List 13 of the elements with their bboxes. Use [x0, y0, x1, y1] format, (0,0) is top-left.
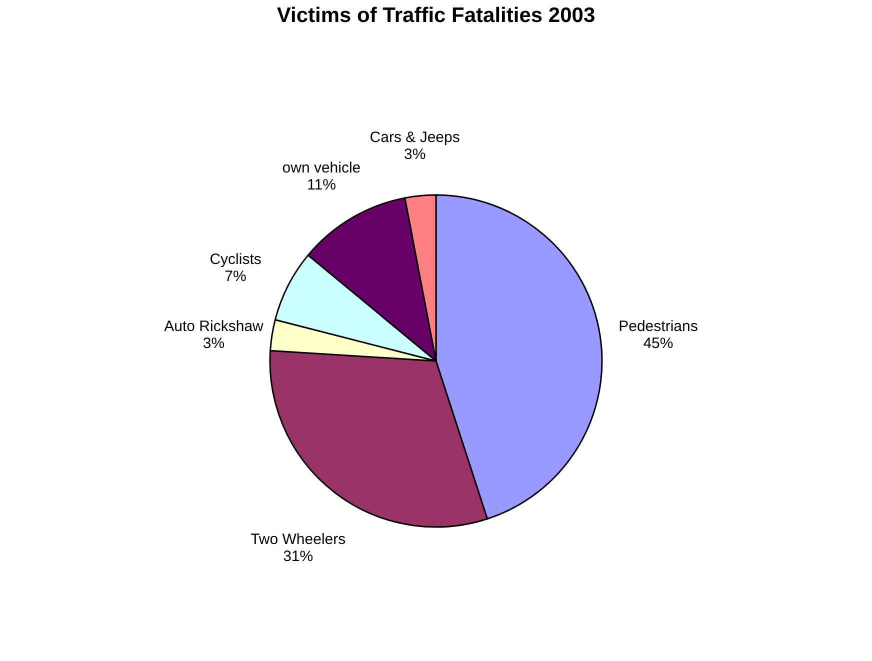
slice-label: Cyclists — [210, 250, 262, 268]
slice-label: own vehicle — [282, 159, 361, 176]
slice-label: Cars & Jeeps — [370, 129, 460, 146]
data-label: 31% — [283, 548, 314, 565]
data-label: 7% — [224, 268, 246, 285]
data-label: 45% — [643, 334, 674, 352]
data-label: 11% — [307, 176, 336, 194]
chart-title: Victims of Traffic Fatalities 2003 — [276, 4, 596, 27]
data-label: 3% — [404, 146, 426, 163]
slice-label: Two Wheelers — [250, 530, 346, 548]
slice-label: Auto Rickshaw — [164, 318, 264, 335]
slice-label: Pedestrians — [618, 318, 698, 335]
data-label: 3% — [202, 334, 225, 352]
